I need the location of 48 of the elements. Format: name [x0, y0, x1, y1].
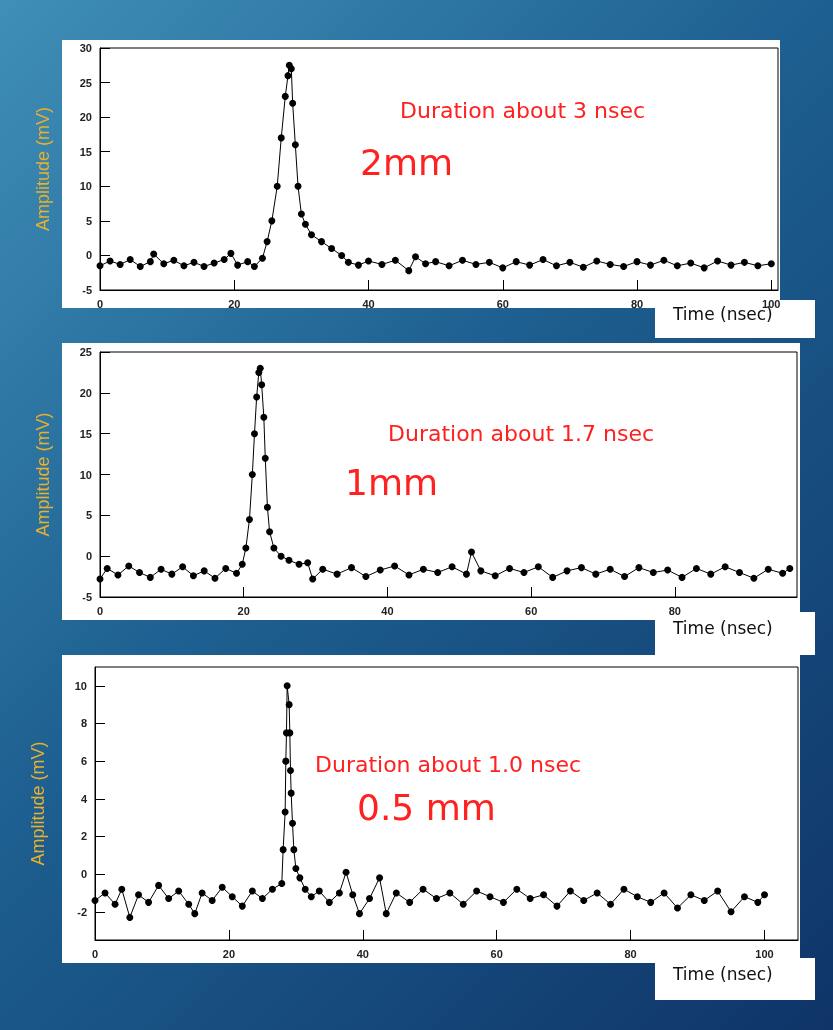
- x-tick-label: 80: [624, 947, 637, 960]
- x-tick-label: 40: [356, 947, 369, 960]
- x-tick-label: 40: [381, 604, 394, 617]
- annotation: Duration about 1.0 nsec: [315, 751, 582, 777]
- annotation: 1mm: [345, 461, 439, 503]
- y-tick-label: 20: [79, 111, 92, 124]
- x-tick-label: 20: [228, 297, 241, 310]
- x-axis-title: Time (nsec): [672, 963, 773, 984]
- y-tick-label: 0: [80, 868, 87, 881]
- x-axis-title: Time (nsec): [672, 617, 773, 638]
- annotation: 2mm: [360, 141, 454, 183]
- x-tick-label: 20: [222, 947, 236, 960]
- annotation: 0.5 mm: [357, 786, 496, 828]
- y-tick-label: 10: [79, 180, 92, 193]
- y-tick-label: -5: [82, 591, 92, 603]
- x-tick-label: 0: [96, 297, 104, 310]
- y-tick-label: 6: [80, 755, 87, 768]
- annotation: Duration about 3 nsec: [400, 97, 646, 123]
- y-tick-label: 15: [79, 145, 92, 158]
- y-tick-label: 10: [79, 468, 92, 481]
- x-tick-label: 0: [96, 604, 104, 617]
- y-tick-label: 20: [79, 386, 92, 399]
- y-tick-label: 10: [74, 679, 87, 692]
- y-tick-label: 2: [80, 830, 87, 843]
- y-tick-label: 0: [85, 249, 92, 262]
- annotation: Duration about 1.7 nsec: [388, 420, 655, 446]
- y-tick-label: 0: [85, 550, 92, 563]
- x-tick-label: 20: [237, 604, 250, 617]
- x-tick-label: 60: [496, 297, 509, 310]
- x-tick-label: 40: [362, 297, 375, 310]
- y-tick-label: 25: [79, 76, 92, 89]
- y-tick-label: -5: [82, 284, 92, 296]
- y-tick-label: 5: [85, 214, 92, 227]
- y-tick-label: 5: [85, 509, 92, 522]
- x-tick-label: 60: [490, 947, 503, 960]
- x-tick-label: 60: [525, 604, 538, 617]
- x-tick-label: 80: [630, 297, 644, 310]
- y-axis-title: Amplitude (mV): [28, 741, 48, 866]
- x-tick-label: 80: [668, 604, 681, 617]
- y-tick-label: 4: [80, 792, 88, 805]
- y-axis-title: Amplitude (mV): [33, 106, 53, 232]
- y-tick-label: 30: [79, 42, 92, 54]
- y-tick-label: 25: [79, 346, 92, 358]
- y-tick-label: 8: [80, 717, 87, 730]
- x-tick-label: 100: [755, 947, 774, 960]
- y-tick-label: 15: [79, 427, 92, 440]
- y-axis-title: Amplitude (mV): [33, 412, 53, 537]
- y-tick-label: -2: [77, 905, 87, 918]
